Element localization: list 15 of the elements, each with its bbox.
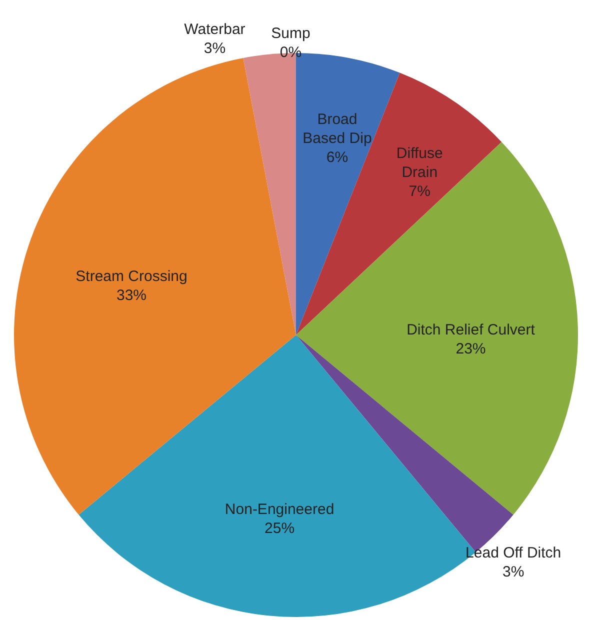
data-label: 7% bbox=[408, 183, 430, 200]
data-label: 25% bbox=[264, 520, 295, 538]
data-label: 3% bbox=[204, 40, 226, 57]
slice-label: Non-Engineered bbox=[224, 501, 334, 518]
slice-label: Ditch Relief Culvert bbox=[406, 322, 536, 339]
data-label: 3% bbox=[502, 563, 524, 580]
data-label: 23% bbox=[456, 340, 486, 358]
slice-label: Broad Based Dip bbox=[302, 110, 372, 147]
text: 0% bbox=[280, 44, 302, 62]
slice-label: Stream Crossing bbox=[76, 268, 188, 285]
data-label: 6% bbox=[326, 148, 348, 166]
slice-label: Diffuse Drain bbox=[396, 145, 443, 182]
data-label: 33% bbox=[116, 286, 147, 304]
slice-label: Waterbar bbox=[184, 20, 246, 38]
category-label: Sump bbox=[271, 25, 310, 42]
